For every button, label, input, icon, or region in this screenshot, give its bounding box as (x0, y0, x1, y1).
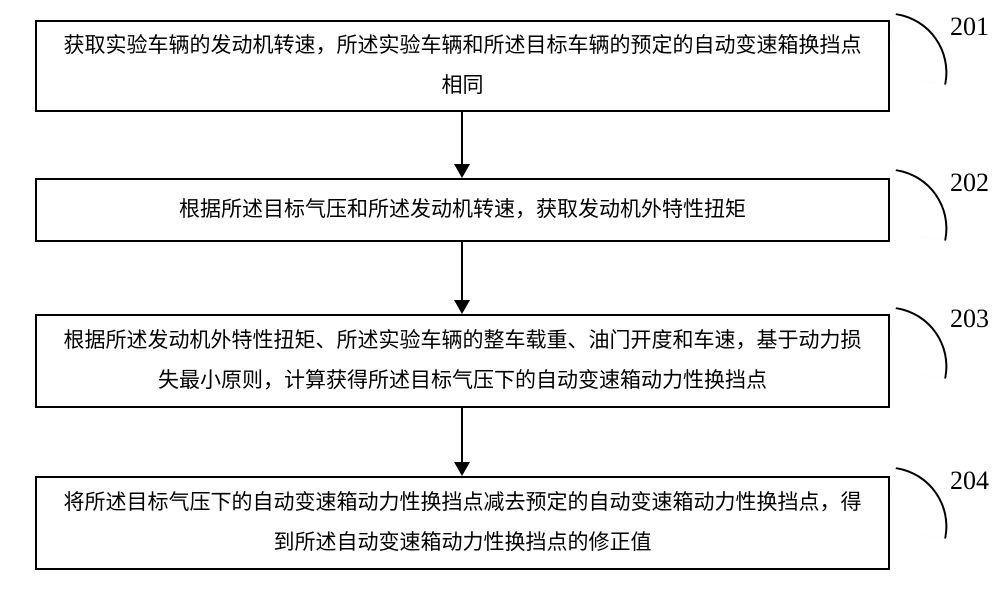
label-connector-1 (885, 13, 957, 85)
flow-node-2: 根据所述目标气压和所述发动机转速，获取发动机外特性扭矩 (35, 178, 890, 242)
flow-label-1: 201 (950, 12, 989, 42)
flow-label-3: 203 (950, 304, 989, 334)
flow-node-3: 根据所述发动机外特性扭矩、所述实验车辆的整车载重、油门开度和车速，基于动力损失最… (35, 314, 890, 408)
label-connector-3 (885, 307, 957, 379)
label-connector-2 (885, 169, 957, 241)
flowchart-canvas: 获取实验车辆的发动机转速，所述实验车辆和所述目标车辆的预定的自动变速箱换挡点相同… (0, 0, 1000, 598)
arrow-1-head (454, 164, 470, 178)
arrow-2-line (461, 242, 463, 300)
flow-node-2-text: 根据所述目标气压和所述发动机转速，获取发动机外特性扭矩 (179, 190, 746, 230)
flow-label-2: 202 (950, 168, 989, 198)
flow-node-4-text: 将所述目标气压下的自动变速箱动力性换挡点减去预定的自动变速箱动力性换挡点，得到所… (55, 483, 870, 563)
flow-node-3-text: 根据所述发动机外特性扭矩、所述实验车辆的整车载重、油门开度和车速，基于动力损失最… (55, 321, 870, 401)
arrow-1-line (461, 112, 463, 164)
label-connector-4 (885, 467, 957, 539)
arrow-3-head (454, 462, 470, 476)
flow-node-1-text: 获取实验车辆的发动机转速，所述实验车辆和所述目标车辆的预定的自动变速箱换挡点相同 (55, 26, 870, 106)
flow-label-4: 204 (950, 466, 989, 496)
flow-node-1: 获取实验车辆的发动机转速，所述实验车辆和所述目标车辆的预定的自动变速箱换挡点相同 (35, 20, 890, 112)
flow-node-4: 将所述目标气压下的自动变速箱动力性换挡点减去预定的自动变速箱动力性换挡点，得到所… (35, 476, 890, 570)
arrow-2-head (454, 300, 470, 314)
arrow-3-line (461, 408, 463, 462)
